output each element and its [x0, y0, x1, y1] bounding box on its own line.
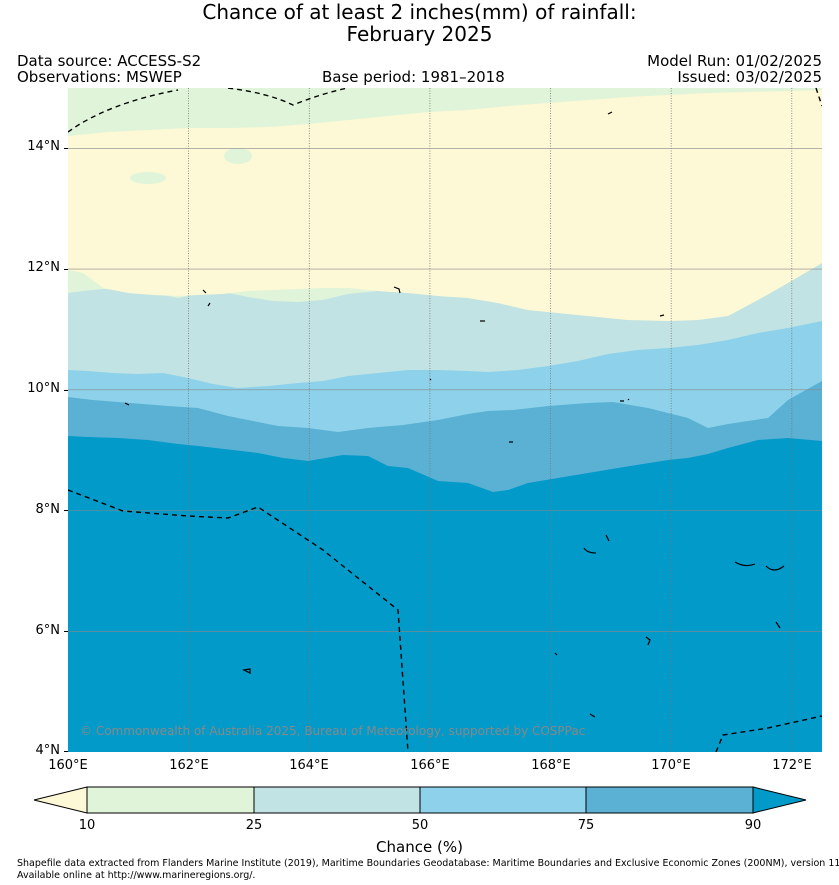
patch-shape — [224, 148, 252, 164]
lon-label: 164°E — [289, 758, 329, 773]
map-title-line1: Chance of at least 2 inches(mm) of rainf… — [202, 0, 637, 24]
colorbar-segment-10-25 — [86, 786, 255, 814]
lon-label: 170°E — [651, 758, 691, 773]
colorbar-tick-label: 10 — [78, 818, 96, 833]
colorbar-tick-label: 50 — [411, 818, 429, 833]
lat-label: 6°N — [35, 623, 61, 638]
rainfall-map — [68, 88, 822, 752]
lat-tick — [64, 148, 68, 149]
colorbar — [33, 786, 807, 814]
observations-label: Observations: MSWEP — [17, 68, 182, 86]
lat-tick — [64, 390, 68, 391]
colorbar-segment-25-50 — [253, 786, 421, 814]
maritime-boundaries — [68, 88, 822, 752]
lon-label: 166°E — [410, 758, 450, 773]
zone-lt10 — [68, 90, 822, 321]
lat-label: 4°N — [35, 743, 61, 758]
lat-tick — [64, 510, 68, 511]
colorbar-tick-label: 25 — [245, 818, 263, 833]
model-run-label: Model Run: 01/02/2025 — [647, 52, 822, 70]
lon-label: 160°E — [48, 758, 88, 773]
grid-meridians — [188, 88, 793, 752]
lat-label: 10°N — [27, 381, 60, 396]
footer-attribution-line1: Shapefile data extracted from Flanders M… — [17, 858, 839, 869]
patch-shape — [756, 374, 780, 382]
lat-tick — [64, 751, 68, 752]
lon-label: 162°E — [169, 758, 209, 773]
colorbar-segment-75-90 — [585, 786, 754, 814]
footer-attribution-line2: Available online at http://www.marinereg… — [17, 870, 256, 881]
colorbar-tick-label: 75 — [577, 818, 595, 833]
lon-label: 172°E — [772, 758, 812, 773]
island-outlines — [124, 111, 785, 718]
copyright-notice: © Commonwealth of Australia 2025, Bureau… — [80, 724, 586, 738]
lat-label: 14°N — [27, 139, 60, 154]
base-period-label: Base period: 1981–2018 — [322, 68, 505, 86]
grid-parallels — [68, 148, 822, 632]
colorbar-tick-label: 90 — [744, 818, 762, 833]
lat-tick — [64, 631, 68, 632]
colorbar-segment-50-75 — [419, 786, 587, 814]
rainfall-map-svg — [68, 88, 822, 752]
lon-label: 168°E — [531, 758, 571, 773]
colorbar-segment-lt10 — [33, 786, 88, 814]
colorbar-title: Chance (%) — [376, 838, 463, 856]
colorbar-segment-gt90 — [752, 786, 807, 814]
issued-label: Issued: 03/02/2025 — [677, 68, 822, 86]
map-title-line2: February 2025 — [346, 22, 493, 46]
lat-tick — [64, 269, 68, 270]
data-source-label: Data source: ACCESS-S2 — [17, 52, 202, 70]
lat-label: 12°N — [27, 260, 60, 275]
lat-label: 8°N — [35, 502, 61, 517]
patch-shape — [130, 172, 166, 184]
